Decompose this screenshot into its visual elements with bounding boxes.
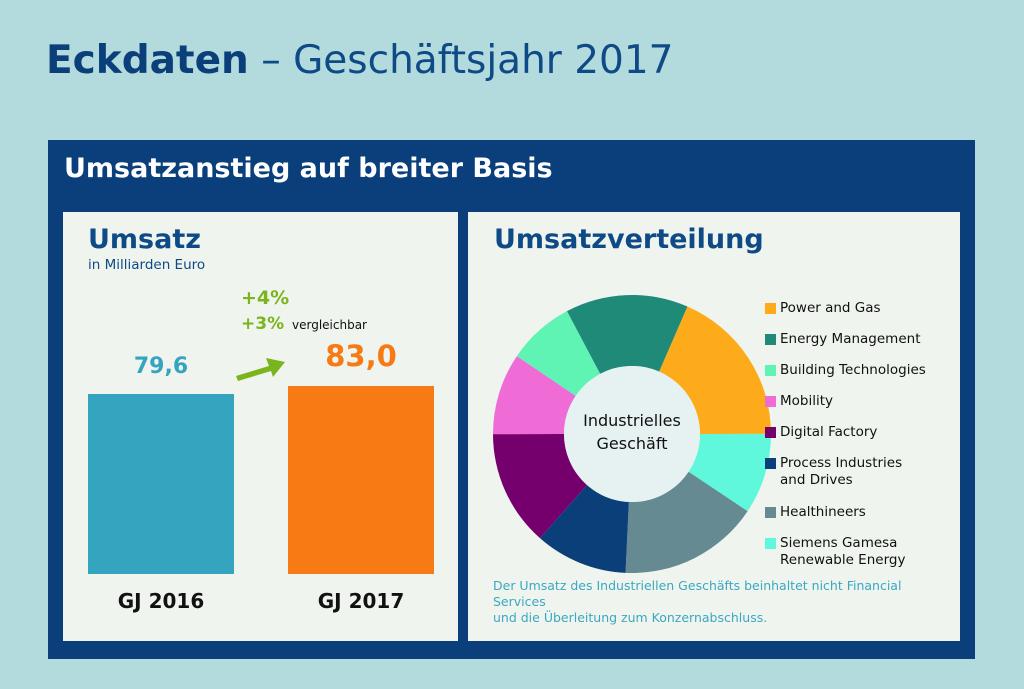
legend-label: Process Industries (780, 455, 903, 471)
comparable-growth-label: +3% (241, 314, 285, 334)
footnote-line: und die Überleitung zum Konzernabschluss… (493, 610, 768, 625)
footnote: Der Umsatz des Industriellen Geschäfts b… (493, 578, 953, 626)
center-label-line: Industrielles (583, 411, 681, 430)
legend-swatch (765, 303, 776, 314)
bar-value-label: 83,0 (325, 339, 397, 374)
bar-category-label: GJ 2016 (117, 589, 205, 613)
bar-category-label: GJ 2017 (317, 589, 405, 613)
legend-swatch (765, 507, 776, 518)
panel-title: Umsatzanstieg auf breiter Basis (64, 153, 553, 184)
legend-item: Siemens Gamesa Renewable Energy (765, 535, 906, 569)
legend-item: Healthineers (765, 504, 866, 521)
donut-center-label: Industrielles Geschäft (564, 409, 700, 455)
legend-swatch (765, 427, 776, 438)
legend-swatch (765, 458, 776, 469)
legend-item: Energy Management (765, 331, 921, 348)
slice-building-technologies (516, 311, 601, 396)
comparable-label: vergleichbar (292, 318, 367, 332)
bar-gj-2016 (88, 393, 234, 574)
legend-swatch (765, 396, 776, 407)
footnote-line: Der Umsatz des Industriellen Geschäfts b… (493, 578, 902, 609)
legend-label: Energy Management (780, 331, 921, 347)
legend-item: Power and Gas (765, 300, 881, 317)
slice-healthineers (625, 471, 748, 573)
growth-label: +4% (241, 287, 290, 309)
legend-label: Power and Gas (780, 300, 881, 316)
center-label-line: Geschäft (596, 434, 668, 453)
page-title: Eckdaten – Geschäftsjahr 2017 (46, 38, 673, 83)
growth-arrow-icon (236, 358, 285, 381)
bar-gj-2017 (288, 386, 434, 574)
legend-label: Renewable Energy (780, 552, 906, 568)
legend-item: Building Technologies (765, 362, 926, 379)
slice-energy-management (567, 295, 688, 374)
legend-label: Digital Factory (780, 424, 878, 440)
legend-item: Digital Factory (765, 424, 878, 441)
bar-value-label: 79,6 (133, 353, 189, 379)
title-bold: Eckdaten (46, 38, 249, 83)
legend-item: Process Industries and Drives (765, 455, 903, 489)
slice-digital-factory (493, 434, 587, 539)
legend-label: Healthineers (780, 504, 866, 520)
legend-label: and Drives (780, 472, 853, 488)
title-rest: – Geschäftsjahr 2017 (248, 38, 674, 83)
revenue-card: Umsatz in Milliarden Euro +4% +3% vergle… (63, 212, 458, 641)
legend-label: Building Technologies (780, 362, 926, 378)
revenue-title: Umsatz (88, 224, 201, 255)
distribution-title: Umsatzverteilung (494, 224, 764, 255)
donut-chart (493, 295, 771, 573)
slice-mobility (493, 356, 576, 435)
legend-swatch (765, 538, 776, 549)
distribution-card: Umsatzverteilung Industrielles Geschäft … (468, 212, 960, 641)
legend-swatch (765, 334, 776, 345)
donut-hole (564, 366, 700, 502)
legend-label: Mobility (780, 393, 834, 409)
slice-power-and-gas (659, 306, 771, 434)
legend-swatch (765, 365, 776, 376)
slice-siemens-gamesa-renewable-energy (688, 433, 771, 512)
legend-label: Siemens Gamesa (780, 535, 898, 551)
legend-item: Mobility (765, 393, 834, 410)
slice-process-industries-and-drives (539, 484, 629, 573)
revenue-subtitle: in Milliarden Euro (88, 257, 206, 273)
